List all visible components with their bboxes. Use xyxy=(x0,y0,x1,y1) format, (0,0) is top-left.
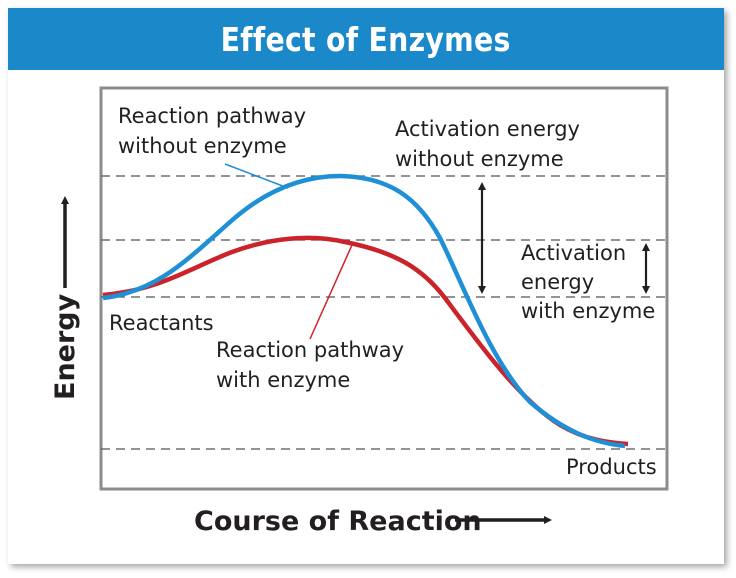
label-reactants: Reactants xyxy=(109,311,214,335)
label-pathway-with-enzyme: Reaction pathway with enzyme xyxy=(216,338,411,392)
title-bar: Effect of Enzymes xyxy=(8,8,724,70)
plot-frame xyxy=(99,86,669,491)
leader-without-enzyme xyxy=(224,163,289,189)
label-activation-with-enzyme: Activation energy with enzyme xyxy=(521,241,655,323)
figure-title: Effect of Enzymes xyxy=(220,19,512,59)
label-activation-without-enzyme: Activation energy without enzyme xyxy=(395,117,587,171)
curve-without-enzyme xyxy=(102,173,626,449)
label-products: Products xyxy=(566,455,657,479)
leader-with-enzyme xyxy=(309,244,353,340)
y-axis-label: Energy xyxy=(50,293,81,400)
x-axis-label: Course of Reaction xyxy=(194,506,482,537)
figure-card: Effect of Enzymes xyxy=(8,8,724,564)
label-pathway-without-enzyme: Reaction pathway without enzyme xyxy=(118,104,313,158)
